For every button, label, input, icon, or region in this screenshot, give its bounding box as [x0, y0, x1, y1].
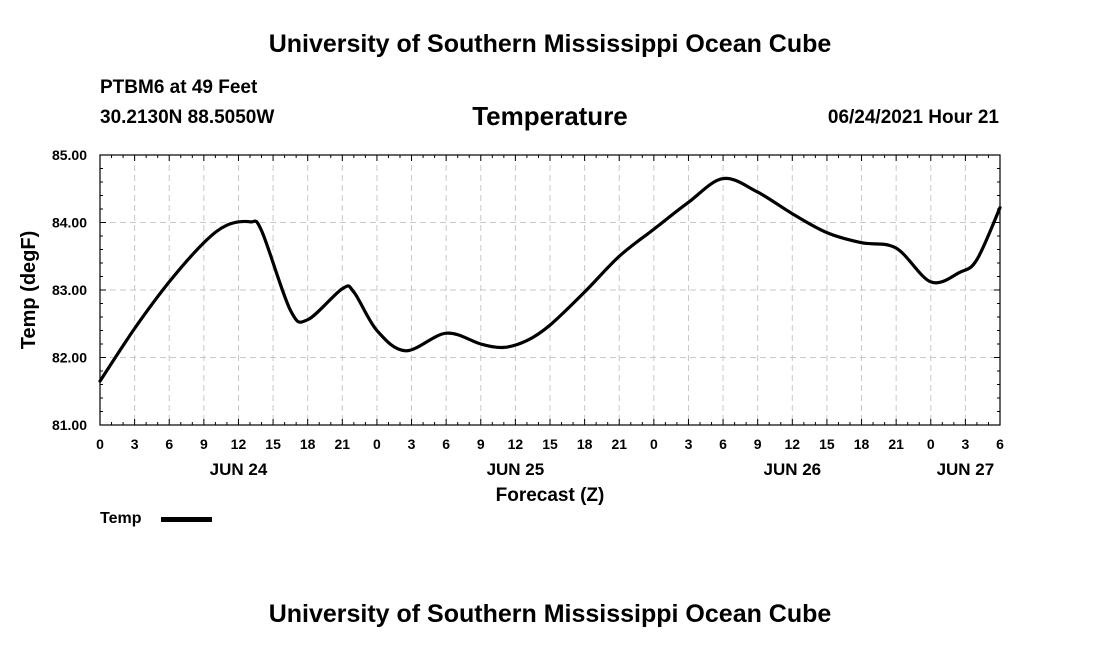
- x-tick-label: 15: [542, 436, 558, 452]
- x-tick-label: 3: [961, 436, 969, 452]
- x-axis-title: Forecast (Z): [496, 485, 605, 506]
- x-tick-label: 0: [373, 436, 381, 452]
- x-tick-label: 6: [442, 436, 450, 452]
- top-title: University of Southern Mississippi Ocean…: [268, 30, 832, 58]
- coordinates-label: 30.2130N 88.5050W: [100, 107, 275, 128]
- x-tick-label: 0: [927, 436, 935, 452]
- x-tick-label: 3: [131, 436, 139, 452]
- date-label: JUN 26: [763, 460, 821, 479]
- x-tick-label: 9: [477, 436, 485, 452]
- x-tick-label: 18: [854, 436, 870, 452]
- x-tick-label: 18: [577, 436, 593, 452]
- x-tick-label: 21: [611, 436, 627, 452]
- grid-layer: [100, 155, 1000, 425]
- station-label: PTBM6 at 49 Feet: [100, 77, 258, 98]
- x-tick-label: 6: [996, 436, 1004, 452]
- x-tick-label: 21: [888, 436, 904, 452]
- y-tick-label: 81.00: [52, 417, 87, 433]
- x-tick-label: 12: [508, 436, 524, 452]
- x-tick-label: 15: [819, 436, 835, 452]
- x-tick-label: 3: [408, 436, 416, 452]
- series-line-temp: [98, 176, 1002, 383]
- label-layer: 0 3 6 9 12 15 18 21 0 3 6 9 12 15 18 21 0 3 6 9 12 15 18 21 0 3 6J…: [18, 147, 1004, 506]
- series-layer: [98, 176, 1002, 383]
- x-tick-label: 0: [650, 436, 658, 452]
- x-tick-label: 18: [300, 436, 316, 452]
- x-tick-label: 0: [96, 436, 104, 452]
- x-tick-label: 21: [335, 436, 351, 452]
- legend-swatch: [161, 517, 212, 522]
- legend-label: Temp: [100, 510, 142, 527]
- bottom-title: University of Southern Mississippi Ocean…: [268, 600, 832, 628]
- x-tick-label: 6: [719, 436, 727, 452]
- datetime-label: 06/24/2021 Hour 21: [827, 107, 999, 128]
- x-tick-label: 12: [231, 436, 247, 452]
- date-label: JUN 25: [487, 460, 545, 479]
- x-tick-label: 3: [685, 436, 693, 452]
- y-tick-label: 84.00: [52, 215, 87, 231]
- x-tick-label: 12: [785, 436, 801, 452]
- y-tick-label: 82.00: [52, 350, 87, 366]
- y-tick-label: 85.00: [52, 147, 87, 163]
- x-tick-label: 9: [754, 436, 762, 452]
- axis-layer: [99, 154, 1001, 426]
- variable-title: Temperature: [472, 101, 628, 131]
- y-axis-title: Temp (degF): [18, 231, 40, 350]
- x-tick-label: 15: [265, 436, 281, 452]
- y-tick-label: 83.00: [52, 282, 87, 298]
- date-label: JUN 24: [210, 460, 268, 479]
- date-label: JUN 27: [937, 460, 995, 479]
- x-tick-label: 9: [200, 436, 208, 452]
- x-tick-label: 6: [165, 436, 173, 452]
